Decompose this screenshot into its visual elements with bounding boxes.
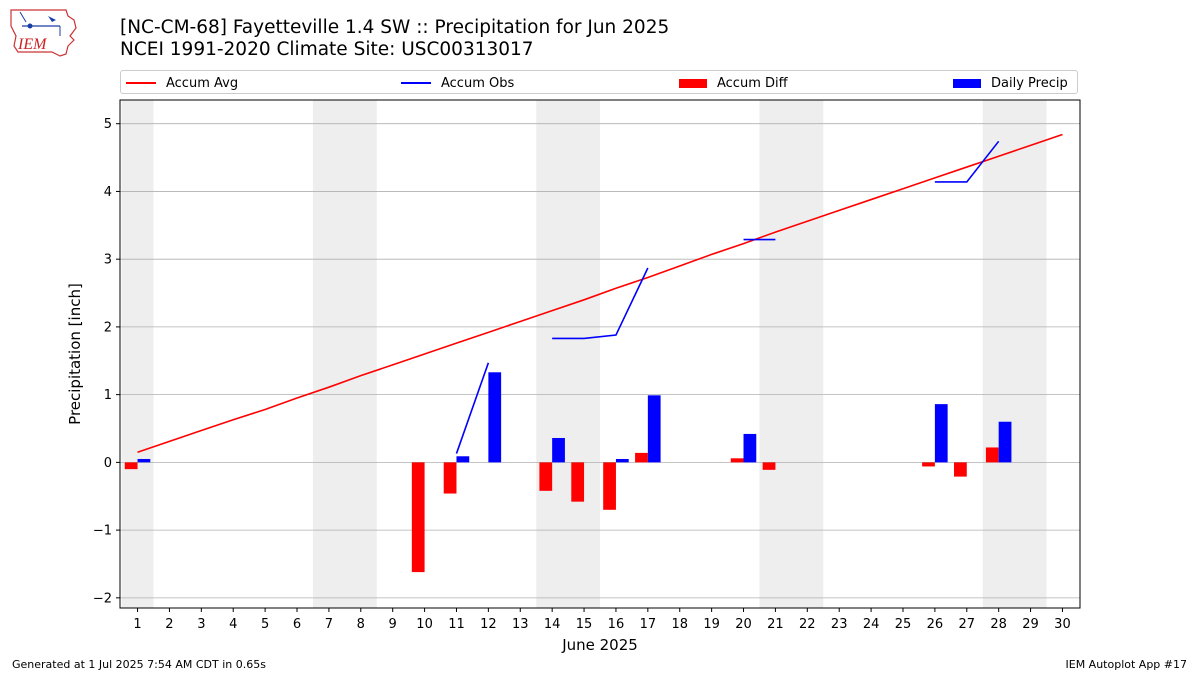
logo-text: IEM: [17, 36, 48, 53]
y-tick-label: 3: [104, 253, 112, 268]
x-tick-label: 23: [831, 617, 848, 632]
x-tick-label: 20: [735, 617, 752, 632]
x-tick-label: 3: [197, 617, 205, 632]
weekend-band: [312, 100, 377, 608]
bars: [124, 372, 1012, 573]
x-tick-label: 10: [416, 617, 433, 632]
x-tick-label: 28: [990, 617, 1007, 632]
plot-frame: [119, 99, 1081, 609]
footer-generated: Generated at 1 Jul 2025 7:54 AM CDT in 0…: [12, 658, 266, 671]
accum-obs-line: [552, 267, 649, 340]
y-tick-label: 0: [104, 456, 112, 471]
accum-diff-bar: [603, 462, 616, 510]
x-tick-label: 2: [165, 617, 173, 632]
accum-diff-bar: [571, 462, 585, 502]
accum-diff-bar: [411, 462, 425, 573]
x-tick-label: 26: [927, 617, 944, 632]
y-axis-label: Precipitation [inch]: [66, 283, 84, 425]
y-tick-label: 1: [104, 388, 112, 403]
accum-diff-bar: [922, 462, 935, 467]
legend-item-accum-diff: Accum Diff: [679, 74, 788, 92]
x-tick-label: 30: [1054, 617, 1071, 632]
x-axis-label: June 2025: [561, 636, 638, 654]
legend-item-accum-avg: Accum Avg: [126, 74, 238, 92]
accum-diff-bar: [762, 462, 776, 470]
accum-diff-bar: [730, 458, 744, 463]
x-tick-label: 5: [261, 617, 269, 632]
x-tick-label: 13: [512, 617, 529, 632]
accum-diff-bar: [124, 462, 138, 470]
x-tick-label: 18: [671, 617, 688, 632]
daily-precip-bar: [647, 395, 661, 463]
x-tick-label: 16: [608, 617, 625, 632]
x-tick-label: 12: [480, 617, 497, 632]
y-gridlines: [120, 123, 1080, 599]
daily-precip-bar: [998, 421, 1012, 463]
legend-item-daily-precip: Daily Precip: [953, 74, 1068, 92]
title-line-1: [NC-CM-68] Fayetteville 1.4 SW :: Precip…: [120, 17, 670, 38]
x-tick-label: 1: [133, 617, 141, 632]
daily-precip-bar: [743, 433, 757, 463]
daily-precip-bar: [488, 372, 502, 463]
accum-obs-line: [455, 362, 490, 454]
x-tick-label: 14: [544, 617, 561, 632]
legend-swatch-accum-obs: [401, 82, 431, 84]
x-tick-label: 25: [895, 617, 912, 632]
y-tick-label: 4: [104, 185, 112, 200]
weekend-band: [121, 100, 154, 608]
weekend-band: [536, 100, 600, 608]
daily-precip-bar: [552, 437, 565, 463]
x-tick-label: 22: [799, 617, 816, 632]
x-tick-label: 8: [357, 617, 365, 632]
footer-app: IEM Autoplot App #17: [1065, 658, 1188, 671]
weekend-band: [982, 100, 1047, 608]
accum-avg-line: [137, 133, 1063, 453]
legend-label-daily-precip: Daily Precip: [991, 75, 1068, 91]
legend-label-accum-obs: Accum Obs: [441, 75, 515, 91]
accum-diff-bar: [443, 462, 457, 494]
iem-logo: IEM: [10, 9, 77, 57]
lines: [137, 133, 1063, 454]
x-tick-label: 17: [640, 617, 657, 632]
x-tick-label: 15: [576, 617, 593, 632]
daily-precip-bar: [137, 458, 151, 463]
y-tick-label: 5: [104, 117, 112, 132]
x-tick-label: 29: [1022, 617, 1039, 632]
x-tick-label: 9: [389, 617, 397, 632]
accum-diff-bar: [539, 462, 553, 491]
x-tick-label: 19: [703, 617, 720, 632]
accum-obs-line: [934, 140, 1000, 183]
x-tick-label: 27: [959, 617, 976, 632]
daily-precip-bar: [934, 404, 948, 463]
x-tick-label: 21: [767, 617, 784, 632]
x-tick-label: 24: [863, 617, 880, 632]
accum-diff-bar: [985, 447, 999, 463]
x-tick-label: 7: [325, 617, 333, 632]
title-line-2: NCEI 1991-2020 Climate Site: USC00313017: [120, 39, 534, 60]
y-tick-label: −1: [93, 524, 112, 539]
accum-diff-bar: [635, 452, 648, 463]
daily-precip-bar: [615, 458, 629, 463]
chart-title: [NC-CM-68] Fayetteville 1.4 SW :: Precip…: [120, 17, 669, 61]
accum-diff-bar: [954, 462, 967, 477]
legend-label-accum-avg: Accum Avg: [166, 75, 239, 91]
legend-swatch-daily-precip: [953, 78, 981, 88]
weekend-shading: [121, 100, 1047, 608]
x-tick-label: 6: [293, 617, 301, 632]
chart-legend: Accum Avg Accum Obs Accum Diff Daily Pre…: [120, 70, 1078, 94]
daily-precip-bar: [456, 456, 470, 463]
weekend-band: [759, 100, 824, 608]
y-tick-label: 2: [104, 320, 112, 335]
legend-item-accum-obs: Accum Obs: [401, 74, 514, 92]
legend-label-accum-diff: Accum Diff: [717, 75, 788, 91]
legend-swatch-accum-avg: [126, 82, 156, 84]
x-tick-label: 11: [448, 617, 465, 632]
legend-swatch-accum-diff: [679, 78, 707, 88]
x-tick-label: 4: [229, 617, 237, 632]
y-tick-label: −2: [93, 591, 112, 606]
